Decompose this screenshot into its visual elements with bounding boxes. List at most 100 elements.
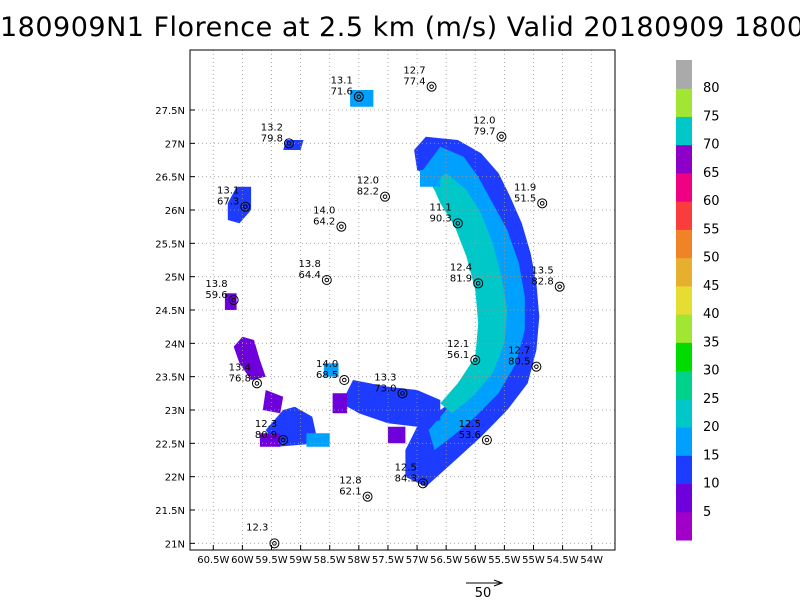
station-lower-value: 76.8 <box>229 373 251 384</box>
x-tick-label: 60.5W <box>197 555 229 566</box>
y-tick-label: 22N <box>165 473 185 484</box>
station-marker-inner <box>382 194 388 199</box>
y-tick-label: 22.5N <box>155 439 185 450</box>
station-marker-inner <box>472 357 478 363</box>
station-lower-value: 81.9 <box>450 273 472 284</box>
wind-region <box>420 170 441 187</box>
colorbar-label: 75 <box>703 110 720 125</box>
y-tick-label: 21N <box>165 539 185 550</box>
wind-region <box>323 363 339 377</box>
station-marker <box>283 138 294 149</box>
station-lower-value: 53.6 <box>459 430 481 441</box>
station-marker <box>339 375 350 385</box>
station-marker-inner <box>280 437 286 443</box>
station-marker <box>251 378 262 389</box>
station-lower-value: 80.5 <box>508 357 530 368</box>
colorbar-swatch <box>676 144 692 174</box>
wind-region <box>341 380 441 427</box>
colorbar-label: 10 <box>703 477 720 492</box>
colorbar-swatch <box>676 88 692 117</box>
colorbar-swatch <box>676 398 692 428</box>
wind-region <box>227 186 252 224</box>
station-marker-inner <box>557 284 562 289</box>
colorbar-label: 40 <box>703 307 720 322</box>
wind-region <box>332 393 348 414</box>
station-lower-value: 59.6 <box>205 290 227 301</box>
station-marker-inner <box>272 541 277 546</box>
station-marker-inner <box>243 204 248 209</box>
station-upper-value: 13.2 <box>261 122 283 133</box>
x-tick-label: 56W <box>464 555 487 566</box>
station-upper-value: 12.1 <box>447 339 469 350</box>
y-tick-label: 27.5N <box>155 106 185 117</box>
colorbar-swatch <box>676 257 692 287</box>
station-upper-value: 12.3 <box>246 522 268 533</box>
wind-region <box>350 90 374 107</box>
x-tick-label: 58W <box>348 555 371 566</box>
chart-title: 180909N1 Florence at 2.5 km (m/s) Valid … <box>0 12 800 43</box>
station-upper-value: 12.4 <box>450 262 472 273</box>
station-upper-value: 13.1 <box>331 76 353 87</box>
station-marker <box>470 355 481 365</box>
station-lower-value: 67.3 <box>217 197 239 208</box>
station-upper-value: 12.8 <box>339 476 361 487</box>
colorbar-swatch <box>676 60 692 89</box>
station-lower-value: 79.7 <box>473 127 495 138</box>
colorbar-label: 80 <box>703 81 720 96</box>
station-marker <box>278 435 289 445</box>
y-tick-label: 27N <box>165 139 185 150</box>
station-marker <box>481 435 492 445</box>
station-marker <box>473 278 484 289</box>
station-upper-value: 13.3 <box>374 372 396 383</box>
colorbar-label: 20 <box>703 420 720 435</box>
station-marker <box>452 218 463 229</box>
station-marker <box>397 388 408 399</box>
station-marker-inner <box>324 277 330 283</box>
station-marker-inner <box>231 297 236 303</box>
y-tick-label: 24.5N <box>155 306 185 317</box>
y-tick-label: 23.5N <box>155 373 185 384</box>
wind-region <box>405 136 540 487</box>
observation-stations: 13.171.612.777.412.079.713.279.812.082.2… <box>205 66 565 549</box>
colorbar-label: 30 <box>703 364 720 379</box>
colorbar-label: 15 <box>703 448 720 463</box>
station-upper-value: 12.3 <box>255 419 277 430</box>
station-lower-value: 51.5 <box>514 193 536 204</box>
station-marker <box>380 191 391 202</box>
wind-region <box>262 390 284 414</box>
colorbar-swatch <box>676 201 692 230</box>
station-marker <box>228 295 239 305</box>
x-tick-label: 55W <box>522 555 545 566</box>
station-lower-value: 77.4 <box>403 77 425 88</box>
colorbar-swatch <box>676 370 692 400</box>
station-upper-value: 13.8 <box>205 279 227 290</box>
station-upper-value: 12.7 <box>508 346 530 357</box>
y-tick-label: 26N <box>165 206 185 217</box>
colorbar-swatch <box>676 172 692 202</box>
station-marker-inner <box>400 391 405 396</box>
station-lower-value: 82.2 <box>357 187 379 198</box>
station-marker-inner <box>356 94 362 99</box>
y-tick-label: 23N <box>165 406 185 417</box>
station-upper-value: 13.5 <box>531 266 553 277</box>
station-lower-value: 79.8 <box>261 133 283 144</box>
reference-arrow-head <box>493 579 504 587</box>
station-marker-inner <box>499 134 504 139</box>
colorbar-swatch <box>676 116 692 146</box>
station-marker <box>496 131 507 142</box>
wind-region <box>422 146 525 450</box>
wind-region <box>431 173 508 414</box>
station-marker <box>426 81 437 92</box>
wind-speed-regions <box>224 90 540 487</box>
station-lower-value: 64.4 <box>299 270 321 281</box>
station-upper-value: 12.5 <box>395 462 417 473</box>
x-axis-ticks: 60.5W 60W 59.5W 59W 58.5W 58W 57.5W 57W 56.5W 56W… <box>197 545 603 566</box>
grid-lines <box>190 50 615 550</box>
colorbar-label: 65 <box>703 166 720 181</box>
y-tick-label: 21.5N <box>155 506 185 517</box>
station-upper-value: 11.1 <box>430 202 452 213</box>
station-upper-value: 12.0 <box>357 176 379 187</box>
station-marker-inner <box>534 364 539 369</box>
station-lower-value: 80.9 <box>255 430 277 441</box>
y-axis-ticks: 21N 21.5N 22N 22.5N 23N 23.5N 24N 24.5N 25N 25.5N… <box>155 106 195 550</box>
